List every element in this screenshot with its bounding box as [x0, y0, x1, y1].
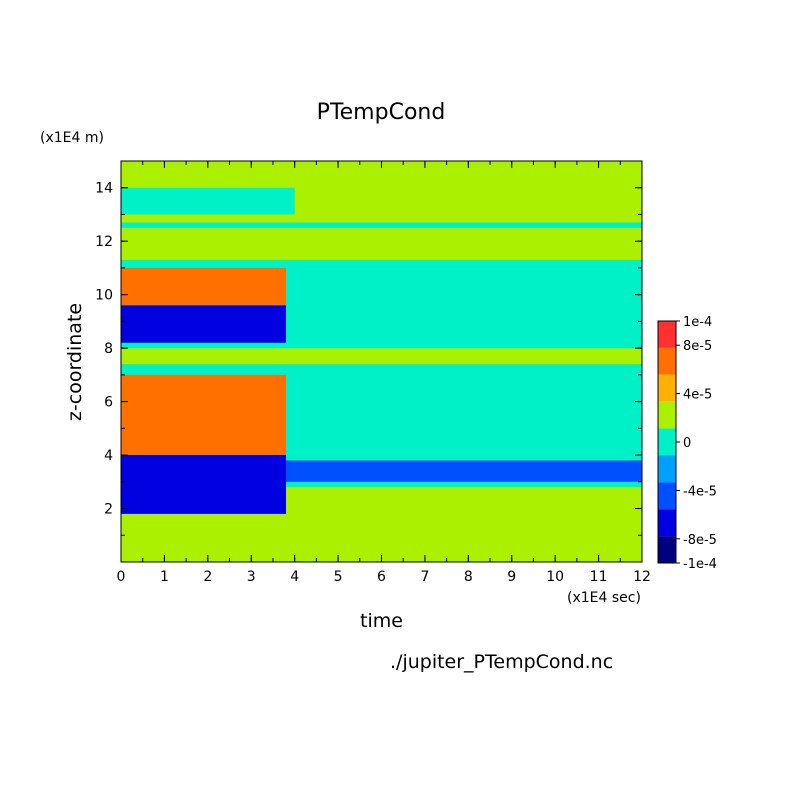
x-axis-label: time: [360, 610, 403, 632]
x-tick-label: 7: [420, 569, 429, 585]
y-tick-label: 12: [95, 234, 113, 250]
source-file-label: ./jupiter_PTempCond.nc: [390, 651, 614, 673]
colorbar-segment: [658, 509, 676, 537]
heatmap-region: [121, 305, 286, 343]
x-tick-label: 3: [247, 569, 256, 585]
x-tick-label: 10: [546, 569, 564, 585]
x-tick-label: 5: [334, 569, 343, 585]
colorbar-label: -4e-5: [683, 484, 717, 499]
y-tick-label: 2: [104, 502, 113, 518]
colorbar-label: 8e-5: [683, 339, 712, 354]
colorbar-label: 0: [683, 436, 691, 451]
heatmap-region: [121, 455, 286, 514]
colorbar-label: 4e-5: [683, 388, 712, 403]
x-tick-label: 11: [590, 569, 608, 585]
colorbar-segment: [658, 321, 676, 348]
colorbar-segment: [658, 428, 676, 456]
colorbar-label: -1e-4: [683, 557, 717, 572]
x-tick-label: 0: [117, 569, 126, 585]
colorbar-label: 1e-4: [683, 315, 712, 330]
colorbar-label: -8e-5: [683, 533, 717, 548]
y-axis-label: z-coordinate: [64, 302, 86, 422]
heatmap-region: [285, 460, 642, 482]
x-tick-label: 8: [464, 569, 473, 585]
y-tick-label: 4: [104, 448, 113, 464]
y-unit-label: (x1E4 m): [40, 130, 104, 146]
heatmap-region: [121, 267, 286, 306]
colorbar-segment: [658, 374, 676, 402]
x-tick-label: 12: [633, 569, 651, 585]
x-tick-label: 9: [507, 569, 516, 585]
x-tick-label: 2: [203, 569, 212, 585]
heatmap-region: [121, 222, 642, 228]
y-tick-label: 6: [104, 395, 113, 411]
colorbar-segment: [658, 347, 676, 375]
y-tick-label: 14: [95, 181, 113, 197]
colorbar-segment: [658, 401, 676, 429]
colorbar-segment: [658, 482, 676, 510]
heatmap-region: [121, 374, 286, 456]
x-tick-label: 4: [290, 569, 299, 585]
x-unit-label: (x1E4 sec): [567, 590, 641, 606]
x-tick-label: 1: [160, 569, 169, 585]
y-tick-label: 8: [104, 341, 113, 357]
x-tick-label: 6: [377, 569, 386, 585]
chart-title: PTempCond: [316, 100, 446, 125]
colorbar-segment: [658, 455, 676, 483]
colorbar-segment: [658, 536, 676, 563]
heatmap-region: [121, 187, 295, 215]
y-tick-label: 10: [95, 288, 113, 304]
